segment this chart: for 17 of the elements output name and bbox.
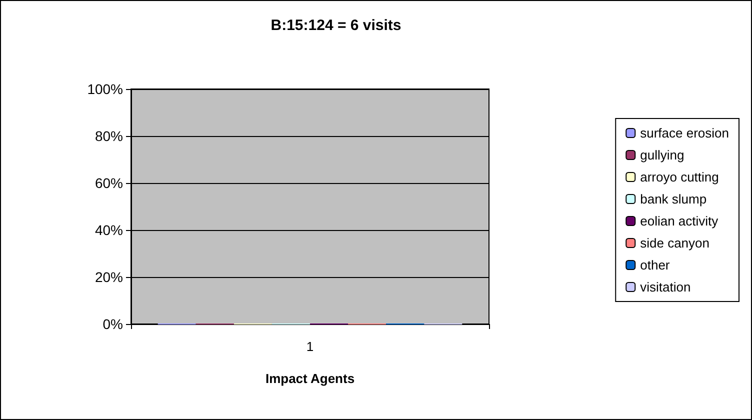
y-tick-label: 60% bbox=[94, 175, 123, 191]
x-axis-title: Impact Agents bbox=[265, 371, 355, 386]
y-tick-label: 20% bbox=[94, 269, 123, 285]
legend-label: bank slump bbox=[640, 192, 707, 206]
legend-label: other bbox=[640, 258, 670, 272]
y-tick-label: 80% bbox=[94, 128, 123, 144]
legend-label: arroyo cutting bbox=[640, 170, 719, 184]
legend-label: gullying bbox=[640, 148, 684, 162]
legend-label: eolian activity bbox=[640, 214, 719, 228]
legend-label: visitation bbox=[640, 280, 691, 294]
chart-title: B:15:124 = 6 visits bbox=[270, 17, 402, 34]
y-tick-label: 40% bbox=[94, 222, 123, 238]
legend-label: surface erosion bbox=[640, 126, 730, 140]
x-tick-label: 1 bbox=[306, 339, 314, 354]
legend-label: side canyon bbox=[640, 236, 710, 250]
y-tick-label: 0% bbox=[102, 316, 123, 332]
y-tick-label: 100% bbox=[87, 81, 123, 97]
